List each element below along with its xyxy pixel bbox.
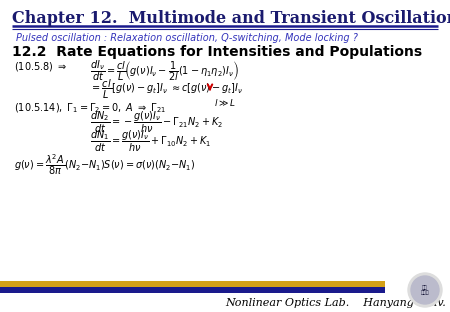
Text: $\dfrac{dI_\nu}{dt}=\dfrac{cl}{L}\!\left(g(\nu)I_\nu-\dfrac{1}{2l}(1-\eta_1\eta_: $\dfrac{dI_\nu}{dt}=\dfrac{cl}{L}\!\left… [90, 58, 239, 83]
Bar [0, 281, 385, 287]
Text: Nonlinear Optics Lab.    Hanyang Univ.: Nonlinear Optics Lab. Hanyang Univ. [225, 298, 446, 308]
Text: $l{\gg}L$: $l{\gg}L$ [214, 97, 236, 108]
Text: $(10.5.14),\ \Gamma_1{=}\Gamma_2{=}0,\ A\ \Rightarrow\ \Gamma_{21}$: $(10.5.14),\ \Gamma_1{=}\Gamma_2{=}0,\ A… [14, 101, 166, 115]
Text: $=\dfrac{cl}{L}[g(\nu)-g_t]I_\nu\ \approx c[g(\nu)-g_t]I_\nu$: $=\dfrac{cl}{L}[g(\nu)-g_t]I_\nu\ \appro… [90, 78, 243, 101]
Text: $\dfrac{dN_2}{dt}=-\dfrac{g(\nu)I_\nu}{h\nu}-\Gamma_{21}N_2+K_2$: $\dfrac{dN_2}{dt}=-\dfrac{g(\nu)I_\nu}{h… [90, 110, 223, 135]
Circle shape [408, 273, 442, 307]
Text: Pulsed oscillation : Relaxation oscillation, Q-switching, Mode locking ?: Pulsed oscillation : Relaxation oscillat… [16, 33, 358, 43]
Text: $g(\nu){=}\dfrac{\lambda^2 A}{8\pi}(N_2{-}N_1)S(\nu){=}\sigma(\nu)(N_2{-}N_1)$: $g(\nu){=}\dfrac{\lambda^2 A}{8\pi}(N_2{… [14, 152, 195, 177]
Text: $\dfrac{dN_1}{dt}=\dfrac{g(\nu)I_\nu}{h\nu}+\Gamma_{10}N_2+K_1$: $\dfrac{dN_1}{dt}=\dfrac{g(\nu)I_\nu}{h\… [90, 129, 211, 154]
Bar [0, 287, 385, 293]
Text: $(10.5.8)\ \Rightarrow$: $(10.5.8)\ \Rightarrow$ [14, 60, 67, 73]
Text: 12.2  Rate Equations for Intensities and Populations: 12.2 Rate Equations for Intensities and … [12, 45, 422, 59]
Text: Chapter 12.  Multimode and Transient Oscillation: Chapter 12. Multimode and Transient Osci… [12, 10, 450, 27]
Text: 한양
대학교: 한양 대학교 [421, 285, 429, 295]
Circle shape [411, 276, 439, 304]
